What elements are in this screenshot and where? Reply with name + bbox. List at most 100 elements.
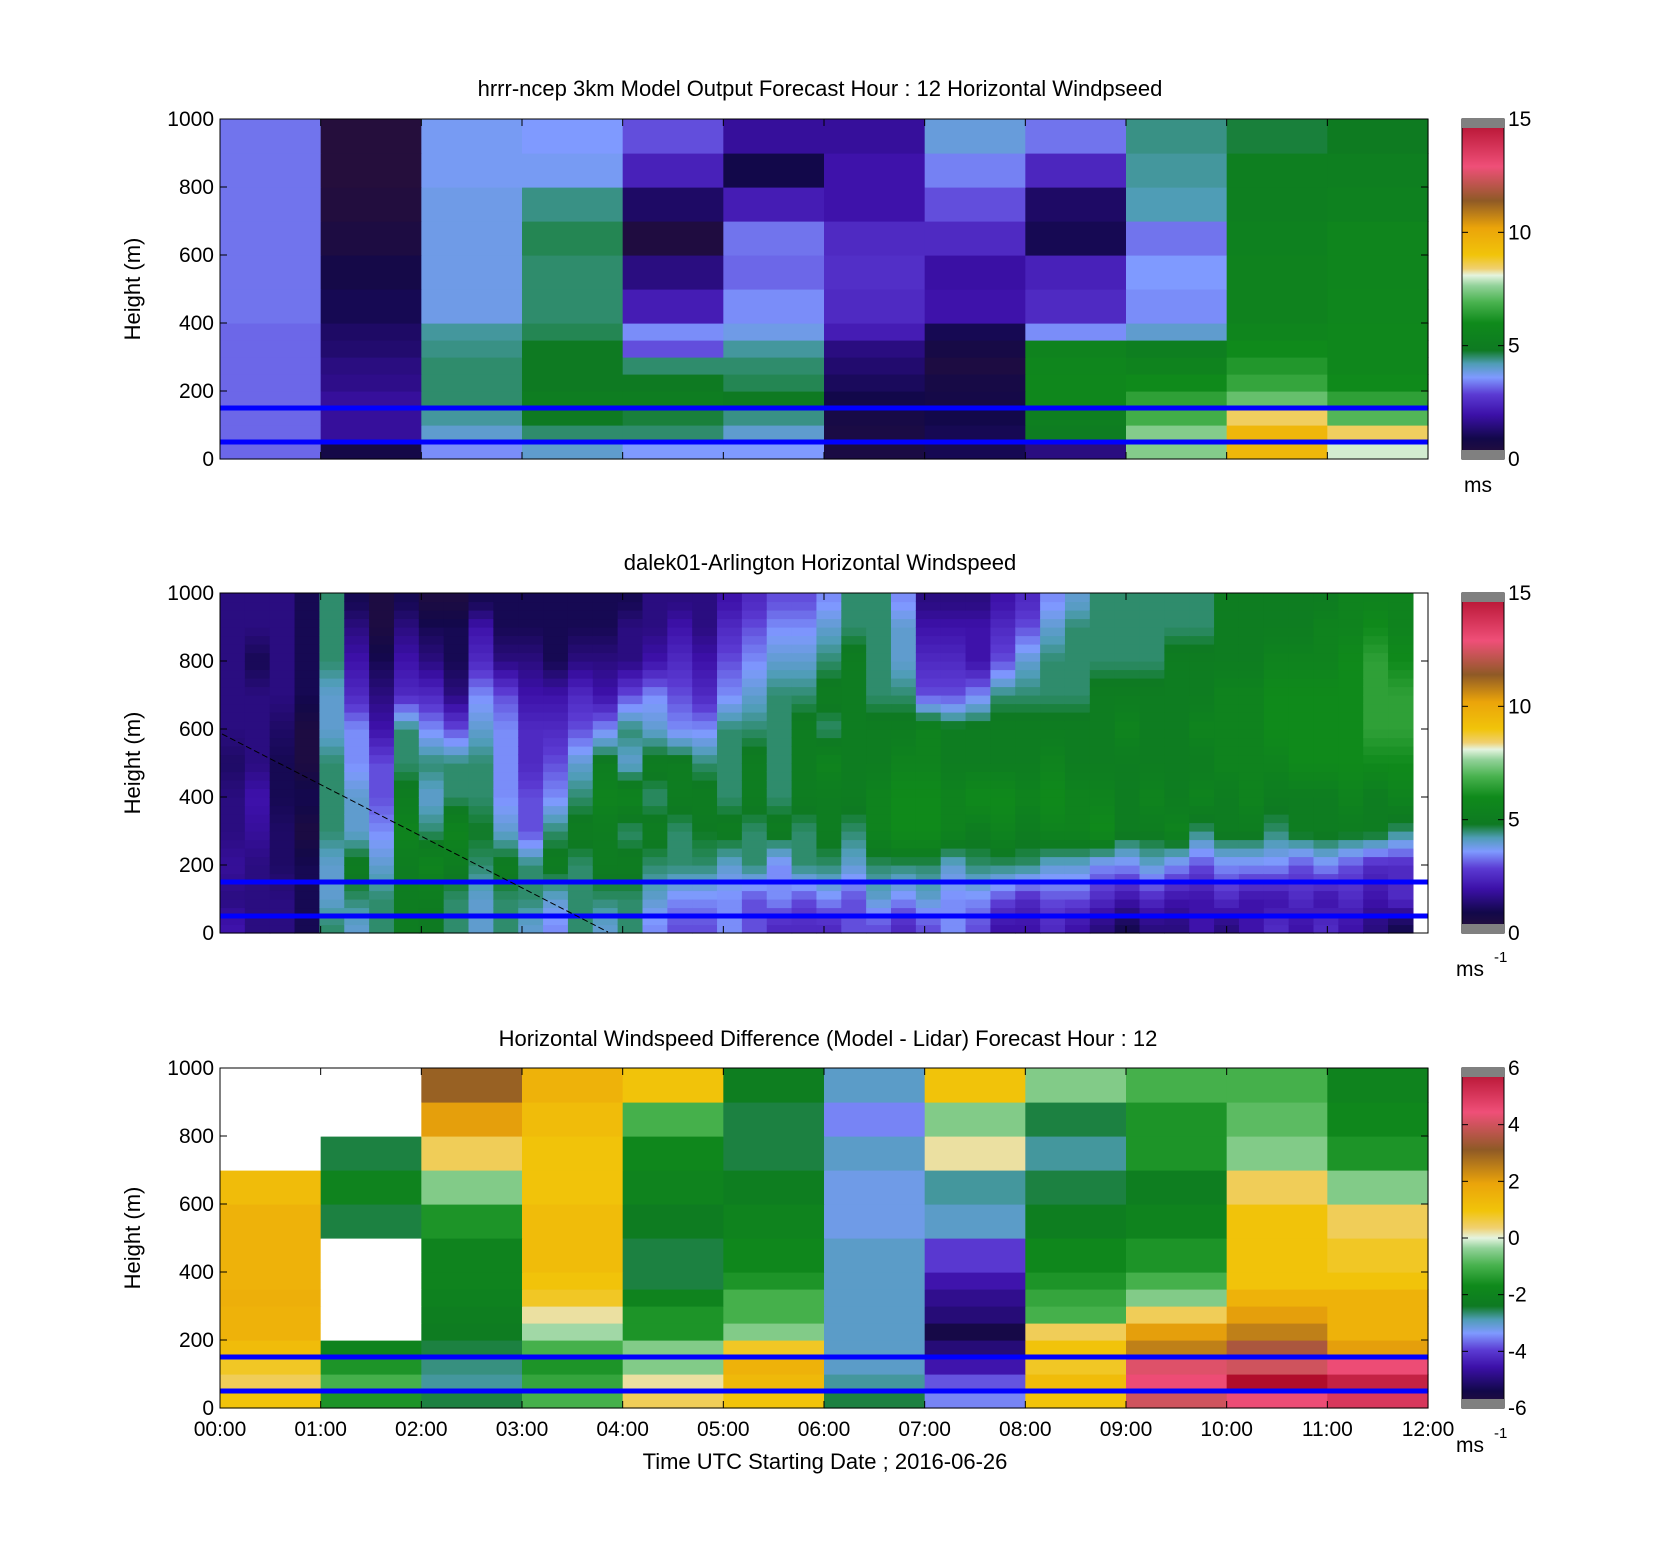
heatmap-cell (940, 729, 967, 739)
heatmap-cell (468, 916, 494, 926)
heatmap-cell (1139, 797, 1165, 807)
heatmap-cell (269, 763, 296, 773)
heatmap-cell (1089, 678, 1116, 688)
heatmap-cell (741, 712, 768, 722)
heatmap-cell (1288, 635, 1315, 645)
heatmap-cell (319, 712, 345, 722)
heatmap-cell (723, 1136, 825, 1171)
heatmap-cell (1064, 831, 1091, 841)
heatmap-cell (1015, 788, 1041, 798)
heatmap-cell (468, 729, 494, 739)
heatmap-cell (667, 771, 693, 781)
heatmap-cell (692, 814, 718, 824)
heatmap-cell (965, 780, 992, 790)
heatmap-cell (940, 788, 967, 798)
heatmap-cell (1164, 754, 1190, 764)
heatmap-cell (1338, 831, 1364, 841)
heatmap-cell (518, 652, 544, 662)
heatmap-cell (617, 678, 644, 688)
heatmap-cell (1214, 822, 1240, 832)
heatmap-cell (824, 1238, 926, 1273)
heatmap-cell (1226, 1289, 1328, 1307)
heatmap-cell (915, 669, 942, 679)
heatmap-cell (965, 822, 992, 832)
heatmap-cell (1363, 907, 1389, 917)
heatmap-cell (1313, 916, 1339, 926)
heatmap-cell (294, 652, 321, 662)
heatmap-cell (1313, 669, 1339, 679)
heatmap-cell (741, 763, 768, 773)
heatmap-cell (667, 814, 693, 824)
heatmap-cell (741, 627, 768, 637)
heatmap-cell (393, 856, 420, 866)
heatmap-cell (220, 289, 322, 324)
y-tick-label: 800 (179, 176, 214, 199)
heatmap-cell (369, 618, 395, 628)
heatmap-cell (824, 408, 926, 426)
heatmap-cell (567, 924, 594, 934)
heatmap-cell (393, 627, 420, 637)
heatmap-cell (766, 703, 793, 713)
heatmap-cell (1040, 678, 1066, 688)
heatmap-cell (1214, 601, 1240, 611)
heatmap-cell (1214, 635, 1240, 645)
heatmap-cell (617, 788, 644, 798)
heatmap-cell (518, 678, 544, 688)
heatmap-cell (692, 873, 718, 883)
heatmap-cell (841, 899, 867, 909)
heatmap-cell (1025, 1102, 1127, 1137)
heatmap-cell (891, 618, 917, 628)
panel-lidar-colorbar-unit-exponent: -1 (1494, 949, 1507, 966)
heatmap-cell (418, 797, 445, 807)
heatmap-cell (294, 822, 321, 832)
heatmap-cell (1089, 729, 1116, 739)
panel-lidar-title: dalek01-Arlington Horizontal Windspeed (624, 550, 1017, 575)
heatmap-cell (220, 754, 246, 764)
heatmap-cell (543, 822, 569, 832)
heatmap-cell (443, 839, 470, 849)
heatmap-cell (269, 780, 296, 790)
heatmap-cell (816, 712, 842, 722)
heatmap-cell (717, 907, 743, 917)
heatmap-cell (344, 610, 370, 620)
heatmap-cell (1015, 763, 1041, 773)
heatmap-cell (692, 907, 718, 917)
heatmap-cell (940, 703, 967, 713)
heatmap-cell (841, 644, 867, 654)
heatmap-cell (493, 678, 519, 688)
heatmap-cell (344, 695, 370, 705)
heatmap-cell (1064, 601, 1091, 611)
heatmap-cell (1189, 729, 1215, 739)
heatmap-cell (592, 737, 619, 747)
heatmap-cell (421, 1323, 523, 1341)
heatmap-cell (891, 644, 917, 654)
heatmap-cell (220, 1204, 322, 1239)
heatmap-cell (741, 822, 768, 832)
heatmap-cell (592, 678, 619, 688)
heatmap-cell (1388, 780, 1414, 790)
heatmap-cell (543, 661, 569, 671)
heatmap-cell (1226, 221, 1328, 256)
heatmap-cell (1064, 780, 1091, 790)
heatmap-cell (269, 746, 296, 756)
heatmap-cell (667, 797, 693, 807)
heatmap-cell (244, 831, 271, 841)
heatmap-cell (692, 831, 718, 841)
heatmap-cell (220, 899, 246, 909)
heatmap-cell (940, 907, 967, 917)
heatmap-cell (567, 720, 594, 730)
heatmap-cell (723, 187, 825, 222)
panel-difference-x-axis: 00:00 01:00 02:00 03:00 04:00 05:00 06:00 07:00… (194, 1068, 1454, 1441)
heatmap-cell (1114, 712, 1141, 722)
heatmap-cell (393, 610, 420, 620)
heatmap-cell (1338, 839, 1364, 849)
heatmap-cell (1089, 669, 1116, 679)
heatmap-cell (543, 686, 569, 696)
heatmap-cell (244, 924, 271, 934)
heatmap-cell (468, 907, 494, 917)
heatmap-cell (1040, 746, 1066, 756)
heatmap-cell (1139, 916, 1165, 926)
heatmap-cell (443, 618, 470, 628)
heatmap-cell (1288, 678, 1315, 688)
heatmap-cell (320, 1374, 422, 1392)
